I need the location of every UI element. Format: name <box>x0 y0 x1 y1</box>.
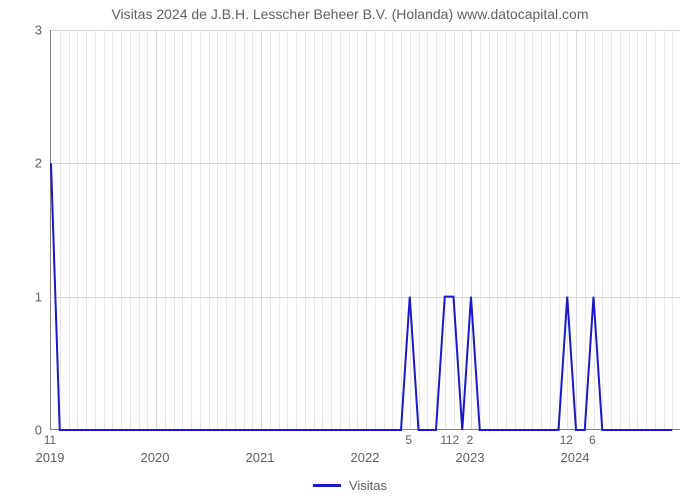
y-tick-label: 2 <box>35 156 42 171</box>
series-line <box>51 30 681 430</box>
x-year-label: 2024 <box>561 450 590 465</box>
x-year-label: 2022 <box>351 450 380 465</box>
line-chart: Visitas 2024 de J.B.H. Lesscher Beheer B… <box>0 0 700 500</box>
data-point-label: 5 <box>405 433 412 447</box>
data-point-label: 2 <box>467 433 474 447</box>
legend-swatch <box>313 484 341 487</box>
chart-title: Visitas 2024 de J.B.H. Lesscher Beheer B… <box>0 6 700 22</box>
plot-area <box>50 30 680 430</box>
data-point-label: 11 <box>44 433 56 447</box>
x-year-label: 2020 <box>141 450 170 465</box>
y-tick-label: 0 <box>35 423 42 438</box>
x-year-label: 2023 <box>456 450 485 465</box>
data-point-label: 6 <box>589 433 596 447</box>
legend: Visitas <box>0 478 700 493</box>
y-tick-label: 3 <box>35 23 42 38</box>
data-point-label: 12 <box>560 433 573 447</box>
legend-label: Visitas <box>349 478 387 493</box>
y-tick-label: 1 <box>35 289 42 304</box>
data-point-label: 12 <box>446 433 459 447</box>
x-year-label: 2021 <box>246 450 275 465</box>
x-year-label: 2019 <box>36 450 65 465</box>
